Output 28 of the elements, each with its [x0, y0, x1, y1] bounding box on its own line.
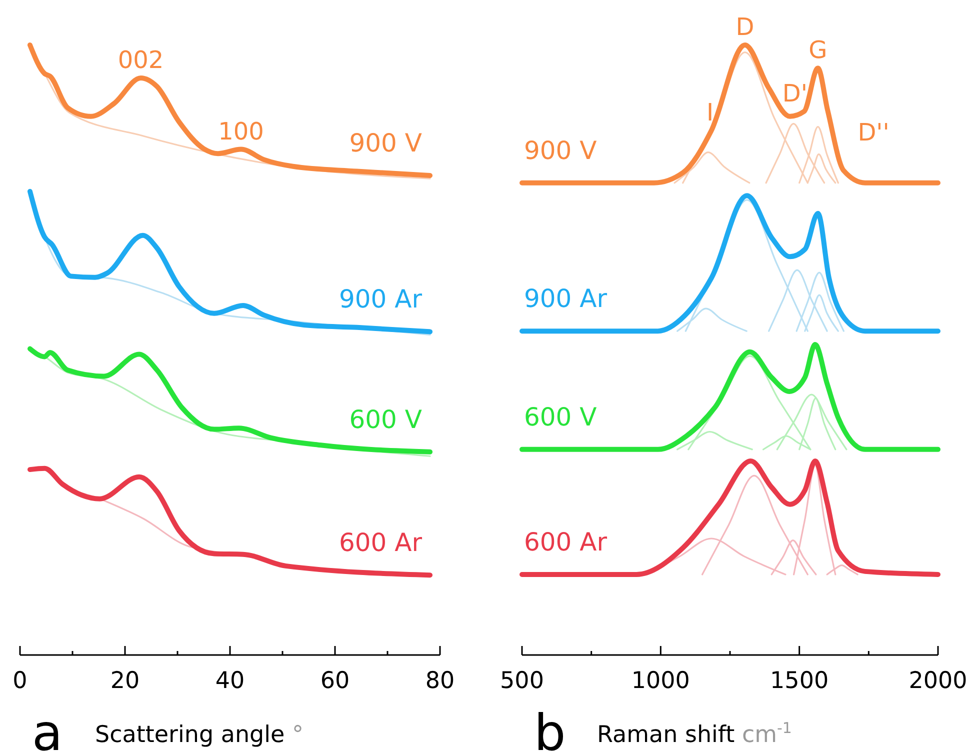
- x-tick-label: 1000: [631, 668, 690, 694]
- x-axis-title: Scattering angle °: [95, 722, 304, 748]
- series-label: 600 V: [524, 402, 597, 432]
- series-label: 900 Ar: [524, 284, 608, 314]
- x-axis-title: Raman shift cm$^{-1}$: [597, 719, 792, 748]
- x-tick-label: 80: [425, 668, 455, 694]
- x-tick-label: 60: [320, 668, 350, 694]
- x-tick-label: 1500: [770, 668, 829, 694]
- text: a: [32, 704, 63, 756]
- series-label: 600 Ar: [338, 528, 423, 558]
- annotation: D': [782, 79, 808, 108]
- annotation: D'': [858, 118, 890, 147]
- x-tick-label: 0: [12, 668, 28, 694]
- x-tick-label: 2000: [908, 668, 968, 694]
- series-label: 600 Ar: [524, 527, 608, 556]
- annotation: D: [736, 13, 754, 41]
- series-label: 600 V: [349, 404, 422, 434]
- annotation: I: [706, 98, 714, 126]
- x-tick-label: 20: [110, 668, 140, 694]
- annotation: 002: [118, 46, 164, 74]
- series-label: 900 V: [524, 136, 597, 165]
- text: b: [534, 704, 566, 756]
- x-tick-label: 500: [500, 668, 544, 694]
- series-label: 900 Ar: [338, 284, 423, 314]
- annotation: G: [808, 36, 828, 64]
- x-tick-label: 40: [215, 668, 245, 694]
- series-label: 900 V: [349, 128, 422, 158]
- annotation: 100: [218, 117, 264, 146]
